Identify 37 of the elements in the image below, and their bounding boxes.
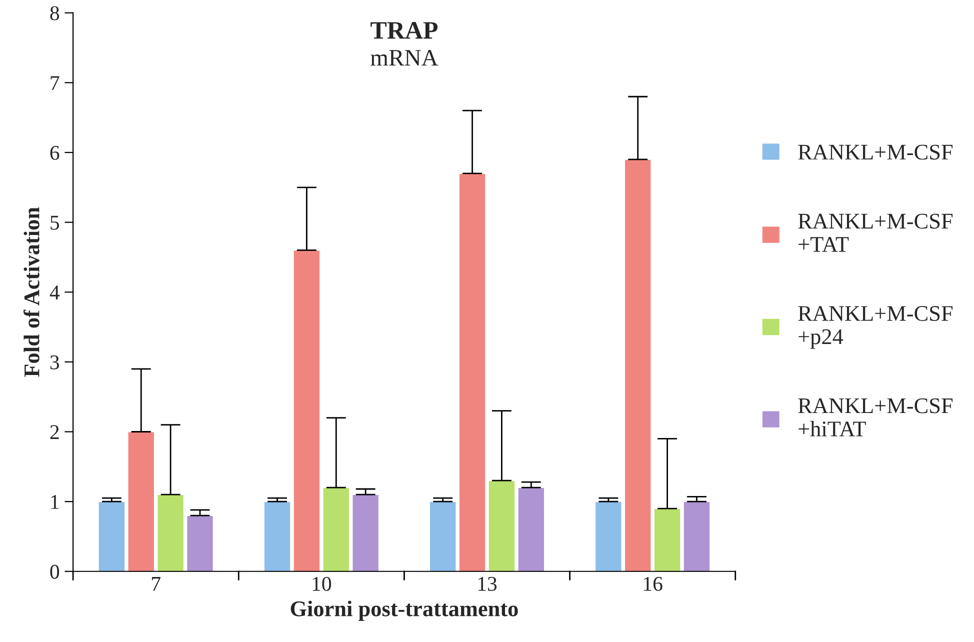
- bar: [352, 494, 380, 572]
- y-axis-title: Fold of Activation: [24, 207, 40, 377]
- y-tick-label: 4: [50, 286, 60, 300]
- bar: [624, 159, 652, 572]
- y-tick-label: 0: [50, 564, 60, 579]
- legend-label: RANKL+M-CSF +p24: [798, 306, 953, 349]
- x-tick-label: 10: [312, 576, 332, 591]
- bar: [322, 487, 350, 572]
- legend-label: RANKL+M-CSF +TAT: [798, 214, 953, 252]
- legend-label: RANKL+M-CSF: [798, 144, 953, 160]
- bar: [429, 501, 457, 572]
- y-tick-label: 5: [50, 216, 60, 230]
- y-tick-label: 2: [50, 425, 59, 439]
- bar: [458, 173, 486, 572]
- text: mRNA: [370, 50, 438, 66]
- bar: [293, 250, 320, 572]
- bar: [98, 501, 126, 572]
- bar: [156, 494, 184, 572]
- chart-title: TRAP: [370, 22, 438, 39]
- legend-label: RANKL+M-CSF +hiTAT: [798, 398, 953, 436]
- y-tick-label: 7: [50, 76, 60, 90]
- y-tick-label: 3: [50, 355, 60, 370]
- x-tick-label: 16: [644, 576, 662, 591]
- bar: [127, 431, 155, 572]
- bar: [488, 480, 516, 572]
- y-tick-label: 6: [50, 146, 60, 160]
- y-tick-label: 8: [50, 6, 60, 20]
- bar: [264, 501, 291, 572]
- x-tick-label: 13: [478, 576, 497, 591]
- x-tick-label: 7: [152, 577, 160, 591]
- bar: [186, 515, 214, 572]
- bar: [654, 508, 681, 572]
- bar: [594, 501, 622, 572]
- bar: [517, 487, 545, 572]
- bar: [683, 501, 710, 572]
- x-axis-title: Giorni post-trattamento: [290, 600, 518, 621]
- y-tick-label: 1: [51, 495, 59, 509]
